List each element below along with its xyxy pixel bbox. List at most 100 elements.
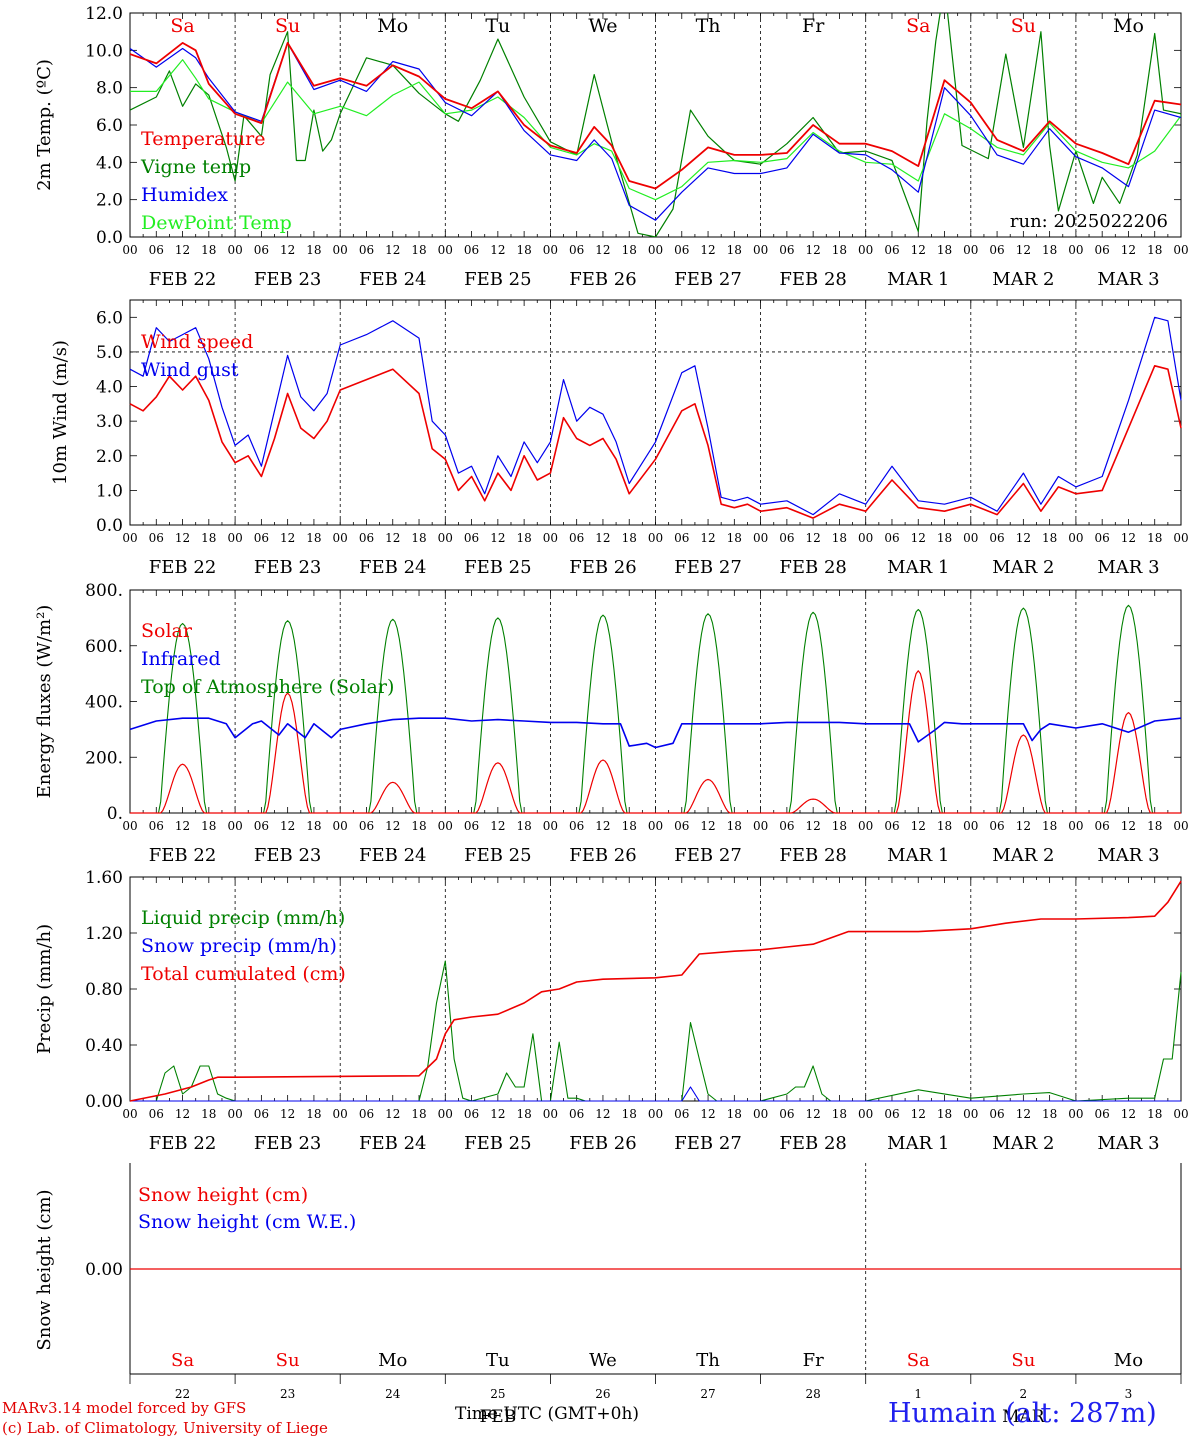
wind-y-tick-label: 3.0 (96, 412, 123, 432)
temp-hour-label: 06 (884, 243, 899, 257)
temp-hour-label: 00 (543, 243, 558, 257)
energy-solar-day-8 (970, 734, 1076, 814)
energy-hour-label: 06 (149, 819, 164, 833)
precip-y-tick-label: 0.40 (85, 1036, 123, 1056)
snow-day-number: 22 (175, 1387, 190, 1401)
energy-toa-day-9 (1075, 604, 1181, 814)
snow-day-name: Su (1011, 1350, 1035, 1371)
wind-hour-label: 18 (1147, 531, 1162, 545)
precip-y-tick-label: 0.80 (85, 980, 123, 1000)
wind-series-speed (129, 364, 1182, 519)
temp-hour-label: 12 (700, 243, 715, 257)
energy-hour-label: 12 (700, 819, 715, 833)
temp-y-tick-label: 2.0 (96, 191, 123, 211)
wind-hour-label: 06 (779, 531, 794, 545)
wind-hour-label: 12 (700, 531, 715, 545)
energy-legend-infrared: Infrared (141, 648, 221, 670)
precip-hour-label: 00 (438, 1107, 453, 1121)
wind-date-label: FEB 22 (149, 557, 216, 578)
wind-hour-label: 18 (411, 531, 426, 545)
temp-hour-label: 12 (490, 243, 505, 257)
temp-day-name: Mo (1113, 15, 1144, 37)
snow-day-name: Su (276, 1350, 300, 1371)
temp-hour-label: 12 (1016, 243, 1031, 257)
energy-frame (129, 589, 1182, 814)
wind-hour-label: 06 (149, 531, 164, 545)
energy-date-label: MAR 1 (887, 845, 949, 866)
precip-hour-label: 00 (227, 1107, 242, 1121)
temp-y-tick-label: 4.0 (96, 153, 123, 173)
precip-hour-label: 06 (884, 1107, 899, 1121)
snow-day-number: 25 (490, 1387, 505, 1401)
month-label-mar: MAR (1002, 1407, 1046, 1427)
temp-date-label: FEB 24 (359, 269, 426, 290)
precip-date-label: FEB 23 (254, 1133, 321, 1154)
precip-series-total (129, 880, 1182, 1102)
energy-hour-label: 18 (832, 819, 847, 833)
wind-hour-label: 06 (254, 531, 269, 545)
temp-hour-label: 18 (622, 243, 637, 257)
temp-date-label: MAR 1 (887, 269, 949, 290)
energy-solar-day-5 (655, 778, 761, 814)
temp-hour-label: 12 (280, 243, 295, 257)
energy-date-label: MAR 2 (992, 845, 1054, 866)
wind-hour-label: 06 (989, 531, 1004, 545)
temp-hour-label: 12 (595, 243, 610, 257)
energy-hour-label: 06 (569, 819, 584, 833)
wind-hour-label: 18 (727, 531, 742, 545)
wind-y-tick-label: 1.0 (96, 481, 123, 501)
precip-hour-label: 06 (1095, 1107, 1110, 1121)
energy-hour-label: 00 (858, 819, 873, 833)
wind-series-gust (129, 316, 1182, 516)
energy-solar-day-0 (130, 763, 236, 814)
wind-frame (129, 299, 1182, 526)
precip-hour-label: 06 (569, 1107, 584, 1121)
snow-day-name: Fr (803, 1350, 824, 1371)
snow-day-number: 3 (1125, 1387, 1133, 1401)
energy-hour-label: 18 (622, 819, 637, 833)
temp-hour-label: 06 (674, 243, 689, 257)
energy-date-label: FEB 28 (779, 845, 846, 866)
temp-y-tick-label: 0.0 (96, 228, 123, 248)
wind-hour-label: 18 (516, 531, 531, 545)
temp-day-name: Sa (906, 15, 930, 37)
wind-hour-label: 12 (1121, 531, 1136, 545)
precip-date-label: FEB 28 (779, 1133, 846, 1154)
energy-hour-label: 06 (1095, 819, 1110, 833)
temp-day-name: We (588, 15, 617, 37)
energy-date-label: MAR 3 (1097, 845, 1159, 866)
precip-hour-label: 12 (280, 1107, 295, 1121)
temp-date-label: FEB 25 (464, 269, 531, 290)
temp-hour-label: 18 (937, 243, 952, 257)
energy-solar-day-3 (445, 762, 551, 814)
snow-legend-height: Snow height (cm) (138, 1184, 308, 1206)
energy-hour-label: 12 (1121, 819, 1136, 833)
temp-hour-label: 06 (779, 243, 794, 257)
energy-date-label: FEB 25 (464, 845, 531, 866)
precip-hour-label: 12 (700, 1107, 715, 1121)
precip-hour-label: 18 (516, 1107, 531, 1121)
temp-hour-label: 18 (727, 243, 742, 257)
energy-hour-label: 18 (937, 819, 952, 833)
precip-legend-2: Total cumulated (cm) (141, 963, 346, 985)
temp-day-name: Mo (377, 15, 408, 37)
temp-hour-label: 00 (1068, 243, 1083, 257)
precip-hour-label: 18 (1147, 1107, 1162, 1121)
precip-hour-label: 06 (254, 1107, 269, 1121)
wind-date-label: FEB 23 (254, 557, 321, 578)
energy-toa-day-3 (445, 617, 551, 814)
energy-hour-label: 00 (1173, 819, 1188, 833)
energy-hour-label: 00 (333, 819, 348, 833)
energy-hour-label: 12 (280, 819, 295, 833)
wind-hour-label: 06 (674, 531, 689, 545)
temp-legend-1: Vigne temp (140, 156, 251, 178)
temp-hour-label: 00 (648, 243, 663, 257)
temp-hour-label: 00 (753, 243, 768, 257)
energy-solar-day-6 (760, 798, 866, 814)
snow-y-axis-label: Snow height (cm) (34, 1189, 55, 1350)
wind-hour-label: 06 (569, 531, 584, 545)
energy-hour-label: 00 (1068, 819, 1083, 833)
precip-hour-label: 12 (806, 1107, 821, 1121)
snow-day-number: 23 (280, 1387, 295, 1401)
x-axis-title: Time UTC (GMT+0h) (455, 1404, 640, 1424)
